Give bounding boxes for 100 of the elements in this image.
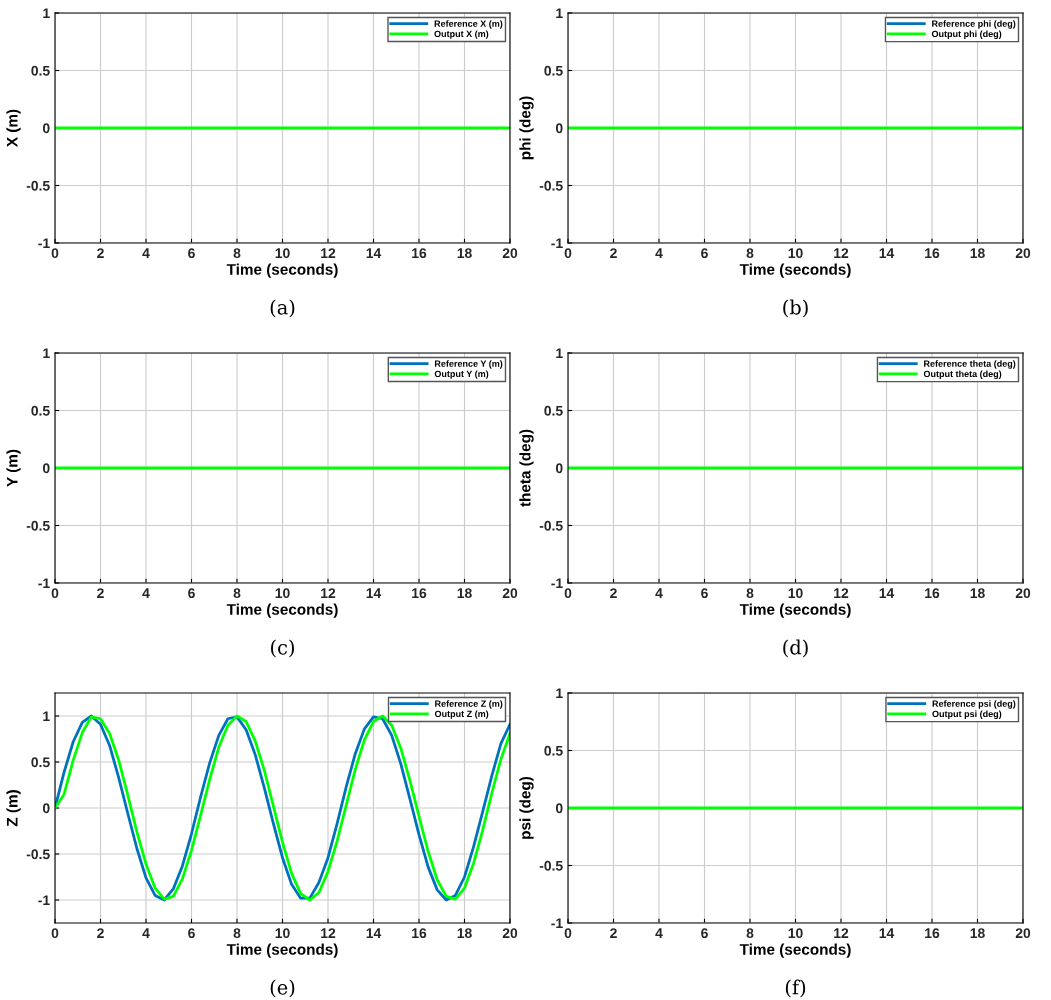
text: (a)	[270, 299, 295, 318]
x-tick-label: 16	[412, 928, 427, 939]
x-tick-label: 18	[970, 248, 985, 259]
x-tick-label: 4	[142, 928, 150, 938]
x-tick-label: 4	[655, 928, 663, 938]
legend-label: Output X (m)	[434, 30, 489, 39]
y-tick-label: 0	[555, 463, 563, 474]
x-tick-label: 6	[188, 928, 195, 939]
x-tick-label: 4	[655, 588, 663, 598]
text: (b)	[783, 299, 808, 318]
x-tick-label: 12	[321, 928, 336, 938]
x-tick-label: 12	[834, 248, 849, 258]
y-tick-label: 0	[42, 463, 50, 474]
x-tick-label: 20	[1015, 588, 1031, 599]
y-tick-label: 0	[42, 123, 50, 134]
y-tick-label: -0.5	[26, 180, 50, 191]
y-tick-label: -1	[551, 238, 563, 249]
x-tick-label: 4	[142, 248, 150, 258]
x-tick-label: 6	[188, 248, 195, 259]
y-tick-label: 1	[556, 688, 563, 699]
x-axis-title: Time (seconds)	[226, 943, 338, 958]
y-tick-label: 0	[555, 803, 563, 814]
y-tick-label: -1	[38, 578, 50, 589]
y-tick-label: -0.5	[26, 849, 50, 860]
x-tick-label: 18	[970, 928, 985, 939]
x-tick-label: 4	[142, 588, 150, 598]
y-tick-label: -1	[551, 918, 563, 929]
legend-label: Reference phi (deg)	[932, 20, 1016, 29]
x-tick-label: 8	[746, 248, 754, 259]
legend-label: Reference psi (deg)	[932, 700, 1016, 709]
x-tick-label: 0	[51, 588, 59, 599]
legend-label: Reference Z (m)	[435, 700, 503, 709]
x-tick-label: 10	[788, 588, 803, 599]
x-tick-label: 18	[457, 588, 472, 599]
x-axis-title: Time (seconds)	[226, 263, 338, 278]
y-axis-title: X (m)	[6, 109, 21, 147]
y-axis-title: Y (m)	[6, 449, 21, 487]
x-tick-label: 8	[746, 928, 754, 939]
x-tick-label: 18	[457, 248, 472, 259]
x-tick-label: 16	[412, 588, 427, 599]
x-tick-label: 12	[321, 588, 336, 598]
legend-label: Output theta (deg)	[923, 370, 1002, 379]
y-tick-label: -0.5	[539, 520, 563, 531]
text: (c)	[271, 639, 294, 658]
x-tick-label: 16	[412, 248, 427, 259]
y-tick-label: 0.5	[544, 405, 563, 416]
x-tick-label: 2	[97, 588, 104, 598]
x-tick-label: 20	[1015, 248, 1031, 259]
text: (d)	[783, 639, 808, 658]
x-tick-label: 16	[925, 248, 940, 259]
x-tick-label: 2	[97, 248, 104, 258]
x-tick-label: 16	[925, 928, 940, 939]
x-axis-title: Time (seconds)	[226, 603, 338, 618]
x-tick-label: 12	[321, 248, 336, 258]
x-tick-label: 14	[879, 588, 895, 598]
legend-label: Output Y (m)	[434, 370, 489, 379]
x-tick-label: 0	[564, 588, 572, 599]
y-axis-title: theta (deg)	[519, 429, 534, 507]
x-tick-label: 14	[366, 928, 382, 938]
x-tick-label: 0	[564, 928, 572, 939]
y-tick-label: 1	[43, 8, 50, 19]
y-tick-label: 1	[43, 711, 50, 722]
x-tick-label: 0	[51, 928, 59, 939]
x-tick-label: 6	[701, 588, 708, 599]
x-tick-label: 6	[188, 588, 195, 599]
x-tick-label: 8	[233, 928, 241, 939]
y-tick-label: -1	[551, 578, 563, 589]
x-tick-label: 8	[233, 588, 241, 599]
x-axis-title: Time (seconds)	[739, 603, 851, 618]
y-tick-label: -0.5	[539, 180, 563, 191]
x-tick-label: 6	[701, 248, 708, 259]
x-tick-label: 18	[457, 928, 472, 939]
y-tick-label: 1	[43, 348, 50, 359]
y-tick-label: 0.5	[544, 745, 563, 756]
x-tick-label: 14	[366, 588, 382, 598]
x-tick-label: 12	[834, 588, 849, 598]
x-tick-label: 2	[610, 248, 617, 258]
text: (f)	[785, 979, 806, 998]
x-tick-label: 2	[97, 928, 104, 938]
legend-label: Reference X (m)	[434, 20, 503, 29]
y-tick-label: -1	[38, 895, 50, 906]
legend-label: Reference theta (deg)	[924, 360, 1016, 369]
y-tick-label: 1	[556, 8, 563, 19]
y-tick-label: 0	[42, 803, 50, 814]
x-tick-label: 12	[834, 928, 849, 938]
y-axis-title: Z (m)	[6, 790, 21, 827]
x-axis-title: Time (seconds)	[739, 943, 851, 958]
x-tick-label: 20	[502, 588, 518, 599]
x-tick-label: 20	[1015, 928, 1031, 939]
y-axis-title: psi (deg)	[519, 776, 534, 839]
legend-label: Output phi (deg)	[931, 30, 1002, 39]
y-tick-label: 0.5	[31, 65, 50, 76]
x-tick-label: 14	[879, 928, 895, 938]
x-tick-label: 18	[970, 588, 985, 599]
x-axis-title: Time (seconds)	[739, 263, 851, 278]
y-tick-label: -0.5	[26, 520, 50, 531]
x-tick-label: 4	[655, 248, 663, 258]
x-tick-label: 10	[788, 928, 803, 939]
text: (e)	[270, 979, 295, 998]
x-tick-label: 2	[610, 928, 617, 938]
